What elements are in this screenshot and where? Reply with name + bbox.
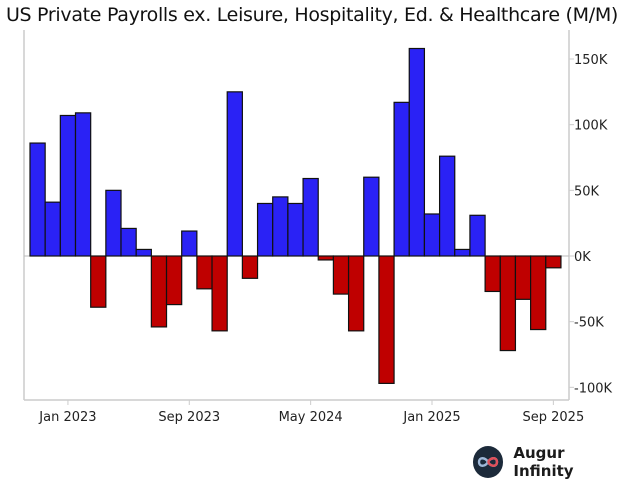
chart-title: US Private Payrolls ex. Leisure, Hospita… [5, 4, 619, 26]
x-tick-label: Sep 2023 [158, 410, 220, 425]
bar-dec-2022 [44, 201, 61, 257]
bar-mar-2025 [454, 248, 471, 257]
y-tick-label: -50K [574, 316, 604, 331]
brand-name: Augur Infinity [513, 444, 574, 480]
bar-apr-2025 [469, 214, 486, 257]
bar-oct-2023 [196, 255, 213, 290]
bar-jan-2024 [241, 255, 259, 279]
bar-may-2024 [302, 177, 319, 257]
y-tick-label: -100K [574, 381, 613, 396]
bar-may-2025 [484, 255, 501, 293]
bar-dec-2023 [226, 91, 243, 257]
bar-mar-2023 [90, 255, 107, 308]
bar-jun-2024 [317, 255, 335, 261]
x-tick-label: May 2024 [279, 410, 343, 425]
bar-aug-2024 [347, 255, 365, 332]
bar-jun-2023 [135, 248, 152, 257]
x-tick-label: Jan 2025 [402, 410, 460, 425]
bar-sep-2023 [181, 230, 198, 257]
bar-jun-2025 [499, 255, 517, 352]
bar-mar-2024 [272, 196, 289, 257]
x-tick-label: Jan 2023 [38, 410, 96, 425]
bar-oct-2024 [378, 255, 395, 384]
y-tick-label: 100K [574, 119, 608, 134]
y-tick-label: 0K [574, 250, 591, 265]
bar-feb-2024 [256, 202, 274, 257]
bar-dec-2024 [408, 47, 426, 257]
bar-feb-2025 [438, 155, 456, 257]
brand-logo: Augur Infinity [473, 444, 624, 480]
bar-jul-2023 [150, 255, 168, 328]
bar-jul-2025 [514, 255, 532, 300]
bar-sep-2024 [363, 176, 380, 257]
bar-jul-2024 [332, 255, 350, 295]
bar-may-2023 [120, 227, 137, 257]
bar-nov-2024 [393, 101, 410, 257]
bar-apr-2024 [287, 202, 304, 257]
y-tick-label: 50K [574, 184, 600, 199]
bar-nov-2022 [29, 142, 46, 257]
bar-jan-2025 [423, 213, 441, 257]
x-tick-label: Sep 2025 [523, 410, 585, 425]
bar-aug-2023 [165, 255, 183, 306]
bar-sep-2025 [545, 255, 562, 269]
bar-nov-2023 [211, 255, 228, 332]
infinity-icon [473, 446, 504, 478]
y-tick-label: 150K [574, 53, 608, 68]
bar-apr-2023 [105, 189, 122, 257]
bar-jan-2023 [59, 114, 77, 257]
bar-feb-2023 [74, 112, 92, 257]
bar-aug-2025 [530, 255, 547, 331]
